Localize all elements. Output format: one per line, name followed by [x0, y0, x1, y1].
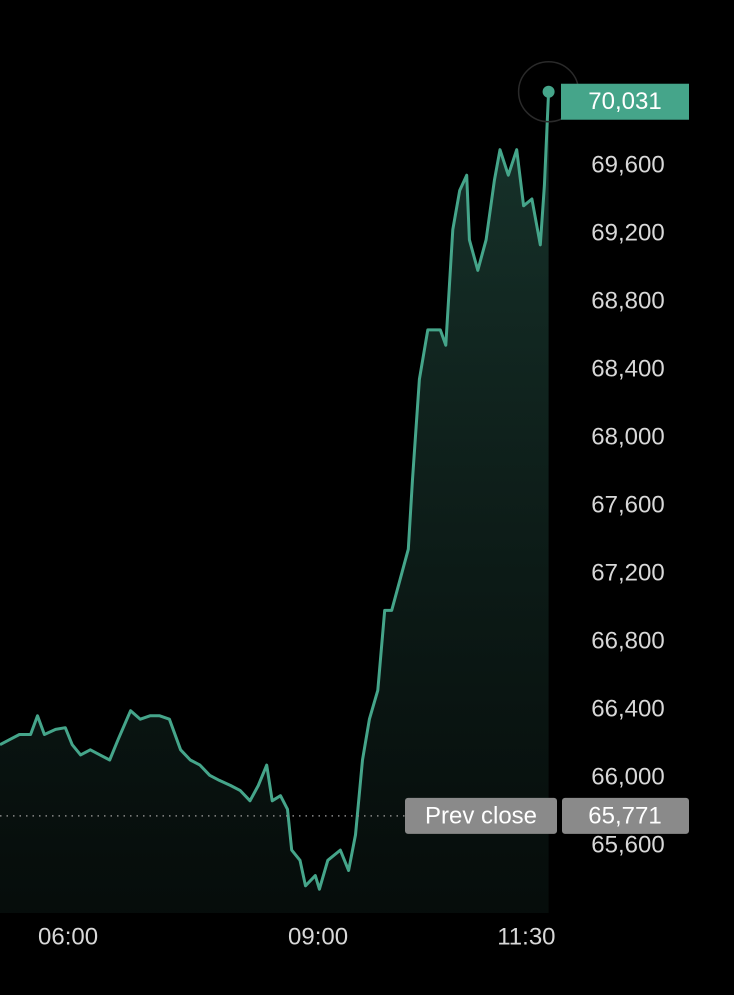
- y-tick-label: 66,400: [591, 695, 664, 722]
- prev-close-label: 65,771: [588, 802, 661, 829]
- y-tick-label: 69,200: [591, 219, 664, 246]
- y-tick-label: 67,600: [591, 491, 664, 518]
- prev-close-tag: [405, 797, 557, 834]
- area: [0, 91, 549, 913]
- y-tick-label: 66,800: [591, 627, 664, 654]
- prev-close-text: Prev close: [425, 802, 537, 829]
- x-tick-label: 06:00: [38, 923, 98, 950]
- y-tick-label: 68,000: [591, 423, 664, 450]
- y-tick-label: 67,200: [591, 559, 664, 586]
- y-tick-label: 68,400: [591, 355, 664, 382]
- last-dot: [542, 85, 555, 98]
- y-tick-label: 69,600: [591, 151, 664, 178]
- prev-close-box: [562, 797, 689, 834]
- x-tick-label: 11:30: [497, 923, 555, 950]
- price-line: [0, 91, 551, 891]
- y-tick-label: 65,600: [591, 831, 664, 858]
- y-tick-label: 66,000: [591, 763, 664, 790]
- last-price-box: [561, 83, 689, 120]
- y-tick-label: 68,800: [591, 287, 664, 314]
- x-tick-label: 09:00: [288, 923, 348, 950]
- last-price-label: 70,031: [588, 88, 661, 115]
